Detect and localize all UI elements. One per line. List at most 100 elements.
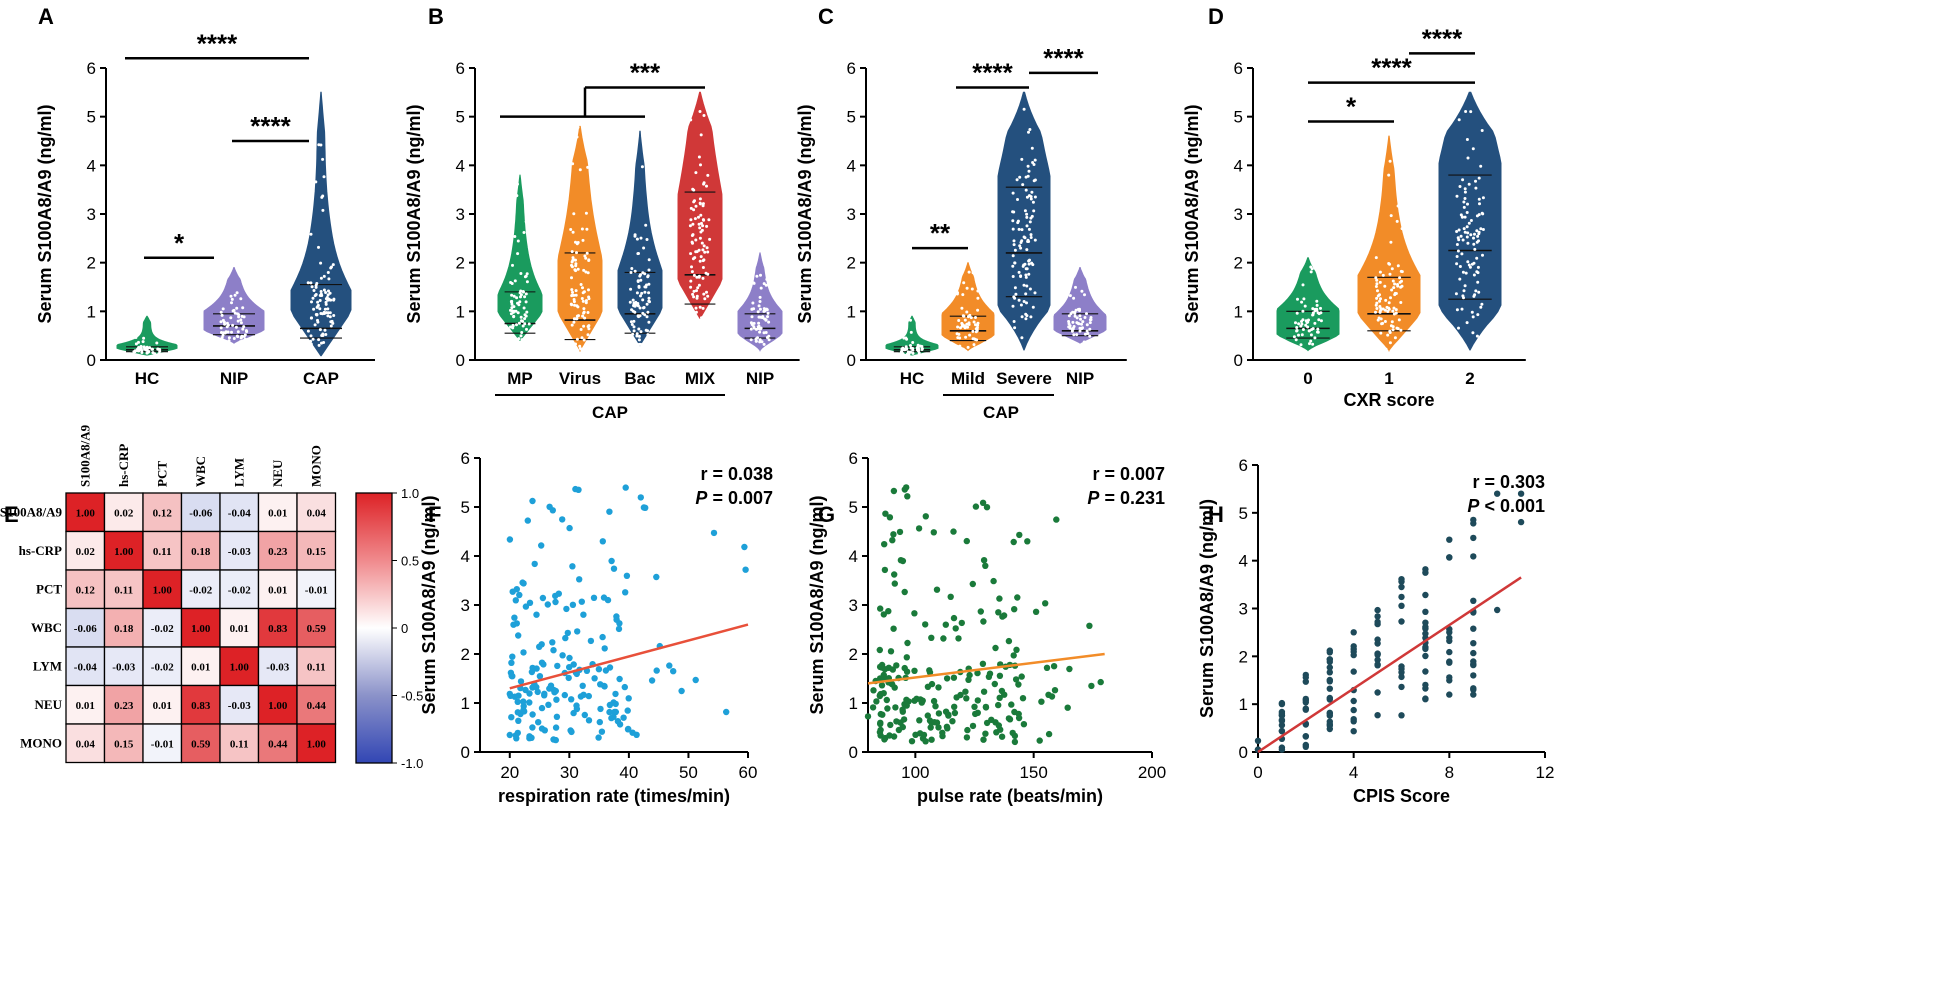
panel-letter-d: D	[1208, 4, 1224, 29]
panel-b-data-point	[629, 342, 633, 346]
panel-c-data-point	[1017, 227, 1021, 231]
panel-b-data-point	[647, 258, 651, 262]
panel-g-data-point	[928, 736, 935, 743]
panel-h-data-point	[1278, 746, 1286, 753]
panel-f-data-point	[612, 700, 619, 708]
panel-d-data-point	[1480, 129, 1484, 132]
panel-c-y-tick-label: 0	[847, 351, 856, 370]
panel-a-data-point	[329, 320, 333, 324]
panel-a-data-point	[329, 324, 333, 328]
panel-d-data-point	[1309, 333, 1313, 337]
panel-c-data-point	[1024, 317, 1028, 321]
panel-g-data-point	[930, 529, 937, 536]
panel-d-data-point	[1458, 185, 1462, 188]
panel-b-data-point	[573, 303, 576, 307]
panel-a-data-point	[142, 336, 146, 340]
panel-a-data-point	[151, 320, 155, 324]
panel-a-data-point	[220, 336, 224, 340]
panel-g-data-point	[958, 619, 965, 627]
panel-f-data-point	[591, 675, 598, 682]
panel-a-data-point	[317, 143, 321, 147]
panel-c-data-point	[1068, 326, 1072, 330]
panel-f-data-point	[742, 566, 749, 573]
panel-h-fit-line	[1257, 576, 1522, 754]
panel-d-data-point	[1476, 265, 1480, 269]
panel-e-heatmap-cell	[180, 646, 221, 687]
panel-f-data-point	[512, 732, 519, 739]
panel-b-x-tick-label: MIX	[685, 369, 716, 388]
panel-e-cell-value: 0.59	[191, 738, 211, 750]
panel-d-data-point	[1479, 227, 1483, 231]
panel-a-data-point	[239, 321, 243, 325]
panel-b-data-point	[516, 239, 520, 243]
panel-f-data-point	[511, 693, 518, 700]
panel-d-data-point	[1462, 205, 1466, 209]
panel-h-data-point	[1398, 578, 1405, 585]
panel-c-data-point	[1072, 296, 1076, 300]
panel-e-heatmap-cell	[257, 492, 298, 533]
panel-a-data-point	[242, 335, 246, 338]
panel-b-data-point	[644, 328, 648, 332]
panel-h-data-point	[1350, 716, 1357, 723]
panel-a-y-tick-label: 4	[87, 156, 96, 175]
panel-a-data-point	[309, 281, 313, 285]
panel-b-data-point	[637, 334, 641, 338]
panel-f-data-point	[606, 708, 613, 716]
panel-d-significance-label: *	[1346, 92, 1357, 122]
panel-b-data-point	[516, 182, 519, 186]
panel-e-col-label: S100A8/A9	[77, 424, 92, 487]
panel-f-data-point	[678, 687, 685, 695]
panel-b-data-point	[766, 275, 770, 279]
panel-c-data-point	[1078, 326, 1082, 330]
panel-e-cell-value: 0.01	[76, 700, 95, 712]
panel-b-data-point	[702, 292, 706, 296]
panel-b-data-point	[584, 256, 588, 260]
panel-b-data-point	[587, 258, 591, 262]
panel-b-data-point	[586, 271, 590, 275]
panel-b-violin-virus	[557, 125, 603, 353]
panel-h-data-point	[1398, 602, 1405, 609]
panel-h-data-point	[1470, 658, 1477, 665]
panel-b-data-point	[637, 338, 641, 342]
panel-b-data-point	[690, 265, 693, 269]
panel-b-data-point	[689, 206, 693, 210]
panel-b-data-point	[633, 310, 637, 314]
panel-d-data-point	[1457, 238, 1461, 242]
panel-g-data-point	[957, 691, 964, 699]
panel-e-cell-value: 0.01	[230, 623, 249, 635]
panel-g-data-point	[1010, 538, 1017, 546]
panel-h-data-point	[1326, 720, 1334, 728]
panel-b-data-point	[581, 286, 584, 290]
panel-g-data-point	[927, 724, 934, 731]
panel-c-data-point	[1012, 210, 1016, 214]
panel-b-data-point	[587, 324, 591, 328]
panel-b-data-point	[688, 224, 692, 228]
panel-b-data-point	[762, 331, 766, 335]
panel-b-data-point	[524, 292, 528, 296]
panel-d-data-point	[1458, 342, 1462, 346]
panel-g-data-point	[1018, 673, 1025, 680]
panel-b-data-point	[516, 311, 520, 315]
panel-c-significance-label: ****	[1043, 43, 1084, 73]
panel-h-data-point	[1374, 656, 1381, 664]
panel-b-data-point	[639, 273, 642, 277]
panel-d-data-point	[1461, 178, 1465, 182]
panel-c-data-point	[967, 323, 971, 326]
panel-c-data-point	[966, 345, 970, 349]
panel-h-data-point	[1422, 608, 1429, 615]
panel-a-data-point	[137, 340, 140, 344]
panel-b-data-point	[639, 278, 643, 282]
panel-h-data-point	[1302, 706, 1310, 713]
panel-f-data-point	[564, 629, 571, 637]
panel-b-data-point	[516, 301, 519, 305]
panel-d-data-point	[1389, 240, 1393, 244]
panel-b-data-point	[513, 235, 517, 238]
panel-f-data-point	[508, 714, 515, 721]
panel-a-data-point	[313, 353, 317, 357]
panel-f-data-point	[533, 683, 540, 691]
panel-f-data-point	[519, 579, 526, 586]
panel-g-y-tick-label: 6	[849, 449, 858, 468]
panel-e-cell-value: 1.00	[230, 661, 250, 673]
panel-d-data-point	[1399, 328, 1403, 332]
panel-b-data-point	[635, 237, 639, 241]
